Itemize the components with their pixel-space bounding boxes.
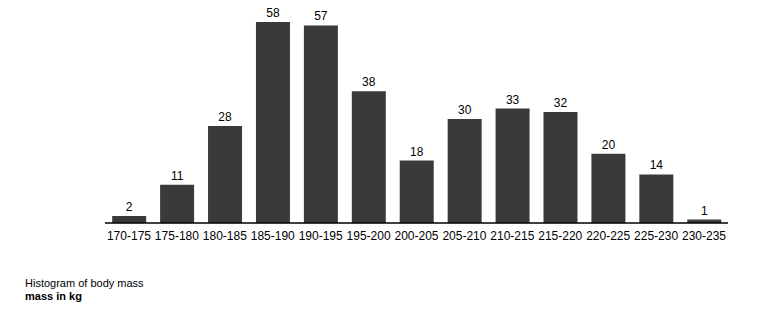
html-text:mass in kg: mass in kg (25, 290, 82, 302)
svg-text:200-205: 200-205 (394, 229, 438, 243)
svg-text:18: 18 (410, 145, 424, 159)
svg-text:220-225: 220-225 (586, 229, 630, 243)
svg-text:32: 32 (554, 96, 568, 110)
svg-text:30: 30 (458, 103, 472, 117)
svg-text:1: 1 (701, 204, 708, 218)
svg-text:170-175: 170-175 (107, 229, 151, 243)
svg-text:57: 57 (314, 9, 328, 23)
svg-text:33: 33 (506, 93, 520, 107)
svg-text:14: 14 (650, 158, 664, 172)
svg-text:190-195: 190-195 (299, 229, 343, 243)
svg-text:225-230: 225-230 (634, 229, 678, 243)
svg-text:58: 58 (266, 6, 280, 20)
svg-text:195-200: 195-200 (347, 229, 391, 243)
svg-text:11: 11 (171, 169, 184, 183)
svg-text:28: 28 (218, 110, 232, 124)
html-text:Histogram of body mass: Histogram of body mass (25, 277, 144, 289)
svg-text:180-185: 180-185 (203, 229, 247, 243)
svg-text:20: 20 (602, 138, 616, 152)
svg-text:2: 2 (126, 200, 133, 214)
svg-text:38: 38 (362, 75, 376, 89)
svg-text:215-220: 215-220 (538, 229, 582, 243)
svg-text:175-180: 175-180 (155, 229, 199, 243)
svg-text:210-215: 210-215 (490, 229, 534, 243)
svg-text:205-210: 205-210 (442, 229, 486, 243)
svg-text:230-235: 230-235 (682, 229, 726, 243)
svg-text:185-190: 185-190 (251, 229, 295, 243)
